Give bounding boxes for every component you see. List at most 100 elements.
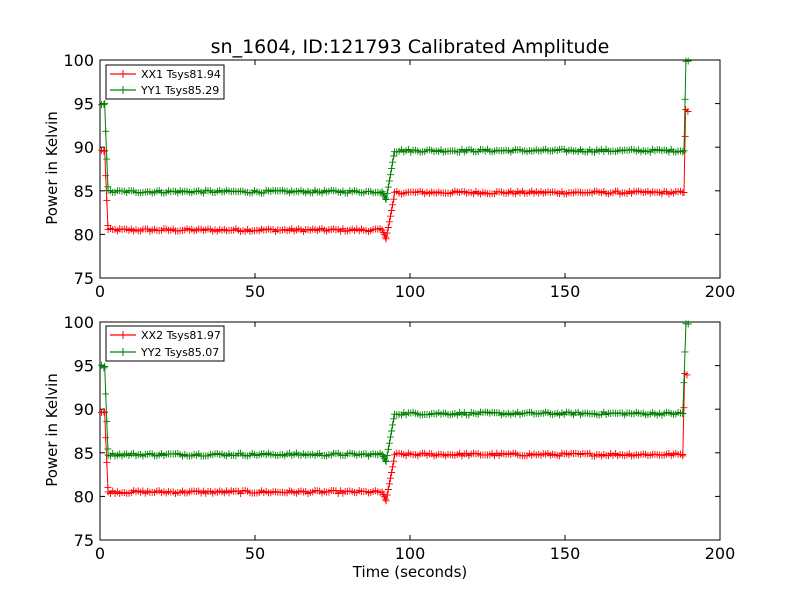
top-data-point (101, 147, 109, 155)
top-data-point (388, 164, 396, 172)
top-data-point (684, 108, 692, 115)
bottom-data-point (680, 379, 688, 387)
bottom-data-point (104, 445, 112, 453)
top-data-point (383, 229, 391, 237)
bottom-data-point (390, 457, 398, 465)
top-series-markers-1 (98, 57, 692, 203)
top-data-point (680, 189, 688, 196)
top-series-markers-0 (98, 105, 692, 243)
top-data-point (102, 172, 110, 180)
top-y-tick-label: 85 (74, 182, 94, 201)
bottom-legend-marker-xx2 (119, 331, 127, 339)
top-data-point (388, 207, 396, 214)
bottom-data-point (385, 439, 393, 447)
bottom-y-tick-label: 90 (74, 400, 94, 419)
top-data-point (385, 218, 393, 226)
bottom-data-point (381, 456, 389, 464)
top-panel: sn_1604, ID:121793 Calibrated Amplitude … (43, 36, 735, 301)
top-data-point (389, 158, 397, 166)
top-y-tick-label: 95 (74, 95, 94, 114)
top-data-point (681, 95, 689, 103)
top-data-point (681, 132, 689, 140)
top-legend-marker-yy1 (119, 86, 127, 94)
bottom-data-point (388, 427, 396, 435)
top-y-tick-label: 80 (74, 225, 94, 244)
bottom-x-tick-label: 200 (705, 544, 736, 563)
top-legend-box (105, 64, 225, 100)
top-data-point (382, 196, 390, 203)
bottom-y-tick-label: 95 (74, 357, 94, 376)
bottom-data-point (385, 480, 393, 488)
bottom-data-point (382, 497, 390, 505)
top-y-tick-label: 90 (74, 138, 94, 157)
top-y-axis-label: Power in Kelvin (43, 111, 61, 225)
bottom-x-tick-label: 0 (95, 544, 105, 563)
top-data-point (102, 127, 110, 135)
bottom-data-point (679, 451, 687, 458)
bottom-data-point (389, 421, 397, 429)
bottom-data-point (384, 445, 392, 453)
top-data-point (387, 212, 394, 220)
bottom-data-point (684, 320, 692, 328)
bottom-legend-label-yy2: YY2 Tsys85.07 (140, 346, 219, 359)
bottom-data-point (384, 486, 392, 493)
bottom-data-point (103, 459, 111, 467)
top-plot-area: 0 50 100 150 200 75 80 85 90 95 100 (63, 51, 735, 301)
bottom-data-point (679, 410, 687, 418)
top-data-point (384, 183, 392, 191)
chart-title: sn_1604, ID:121793 Calibrated Amplitude (211, 36, 610, 58)
bottom-data-point (387, 474, 394, 482)
bottom-data-point (102, 390, 110, 398)
bottom-panel: Power in Kelvin Time (seconds) 0 50 100 150… (43, 313, 735, 581)
top-data-point (381, 233, 389, 241)
bottom-data-point (101, 409, 109, 417)
bottom-data-point (389, 463, 397, 471)
top-data-point (384, 224, 392, 231)
top-data-point (100, 100, 108, 108)
bottom-data-point (383, 451, 391, 459)
top-legend-marker-xx1 (119, 70, 127, 78)
top-data-point (684, 57, 692, 65)
top-legend-label-yy1: YY1 Tsys85.29 (140, 84, 219, 97)
bottom-data-point (387, 433, 394, 441)
top-data-point (103, 197, 111, 205)
bottom-data-point (388, 469, 396, 476)
top-data-point (382, 235, 390, 243)
bottom-y-tick-label: 85 (74, 444, 94, 463)
top-data-point (679, 148, 687, 156)
bottom-legend-marker-yy2 (119, 348, 127, 356)
top-x-tick-label: 100 (395, 282, 426, 301)
top-data-point (390, 152, 398, 160)
bottom-y-tick-label: 100 (63, 313, 94, 332)
bottom-data-point (383, 491, 391, 499)
top-data-point (383, 189, 391, 197)
top-y-tick-label: 100 (63, 51, 94, 70)
top-data-point (387, 171, 394, 179)
bottom-legend: XX2 Tsys81.97 YY2 Tsys85.07 (105, 325, 225, 362)
top-data-point (381, 194, 389, 202)
top-data-point (389, 201, 397, 209)
top-data-point (103, 155, 111, 163)
bottom-data-point (381, 495, 389, 503)
bottom-legend-label-xx2: XX2 Tsys81.97 (141, 329, 221, 342)
top-data-point (101, 100, 109, 108)
bottom-x-tick-label: 150 (550, 544, 581, 563)
bottom-series-markers-0 (98, 369, 691, 505)
top-data-point (385, 177, 393, 185)
top-legend-label-xx1: XX1 Tsys81.94 (141, 68, 221, 81)
bottom-y-tick-label: 75 (74, 531, 94, 550)
top-x-tick-label: 150 (550, 282, 581, 301)
top-x-tick-label: 50 (245, 282, 265, 301)
top-data-point (390, 195, 398, 203)
bottom-data-point (101, 363, 109, 370)
bottom-data-point (103, 417, 111, 425)
bottom-data-point (102, 434, 110, 442)
bottom-data-point (681, 348, 689, 356)
top-x-tick-label: 0 (95, 282, 105, 301)
top-data-point (680, 147, 688, 155)
bottom-y-tick-label: 80 (74, 487, 94, 506)
bottom-data-point (100, 364, 108, 372)
top-y-tick-label: 75 (74, 269, 94, 288)
